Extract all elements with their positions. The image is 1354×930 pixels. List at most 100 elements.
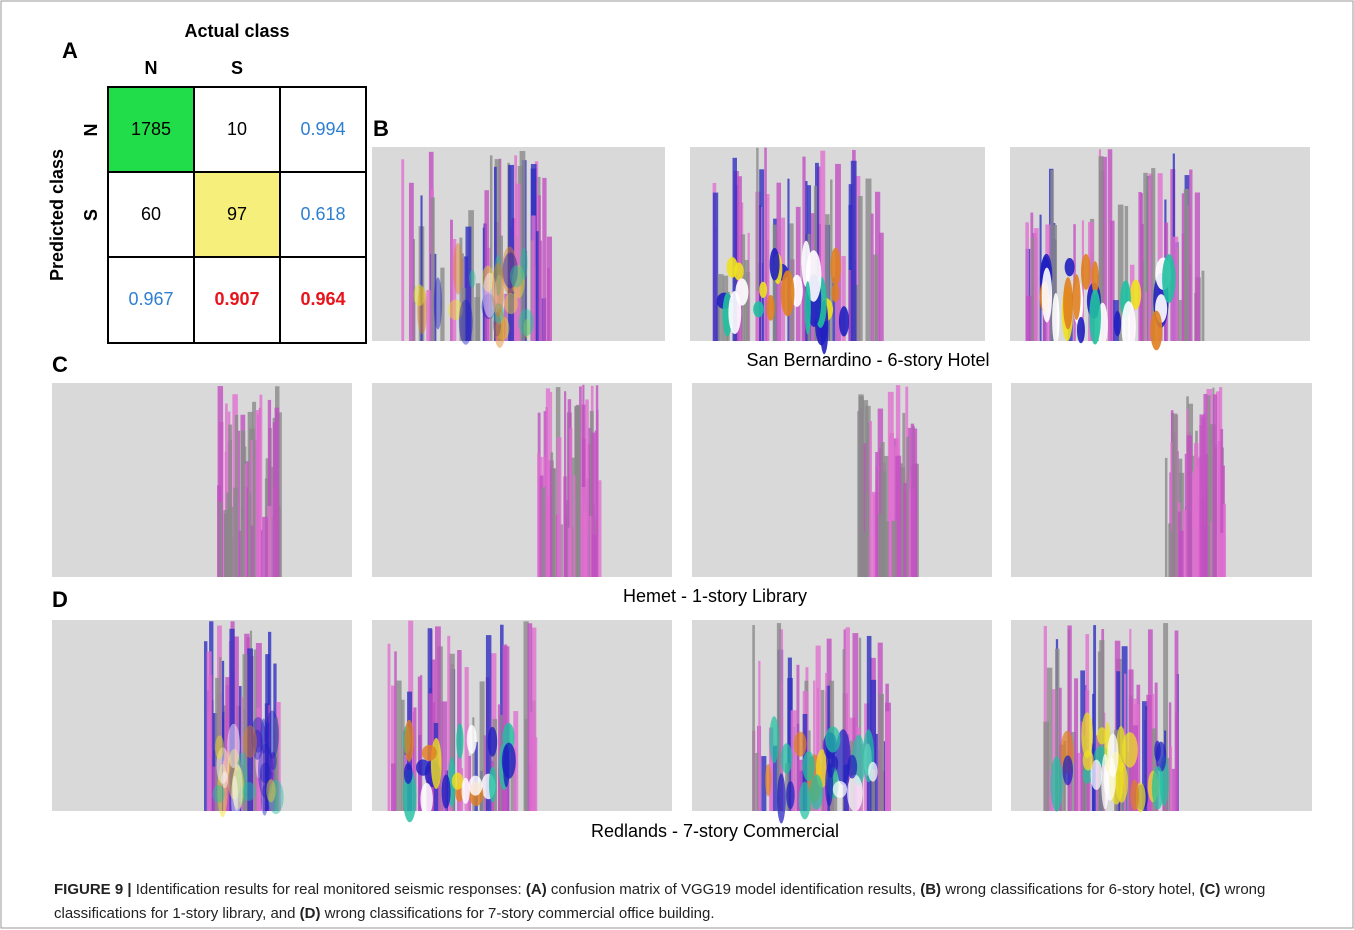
spectrogram-stripe xyxy=(492,719,498,811)
spectrogram-blob xyxy=(1162,254,1176,303)
spectrogram-stripe xyxy=(430,197,435,341)
spectrogram-stripe xyxy=(858,396,864,577)
spectrogram-blob xyxy=(793,731,807,757)
spectrogram-stripe xyxy=(1215,391,1221,577)
spectrogram-stripe xyxy=(585,399,589,577)
spectrogram-stripe xyxy=(820,150,826,341)
spectrogram-stripe xyxy=(1110,220,1115,341)
spectrogram-stripe xyxy=(1141,261,1145,341)
spectrogram-stripe xyxy=(1138,191,1142,341)
spectrogram-blob xyxy=(1062,755,1074,786)
spectrogram-blob xyxy=(1121,732,1138,768)
spectrogram-blob xyxy=(221,771,229,789)
spectrogram-blob xyxy=(413,284,426,307)
spectrogram-stripe xyxy=(259,530,263,577)
spectrogram-blob xyxy=(466,724,477,754)
spectrogram-blob xyxy=(493,312,502,337)
spectrogram-blob xyxy=(252,729,263,760)
spectrogram-stripe xyxy=(752,625,755,811)
spectrogram-blob xyxy=(777,773,786,824)
caption-text: (B) xyxy=(920,881,942,898)
spectrogram-blob xyxy=(511,265,525,299)
spectrogram-blob xyxy=(802,751,815,782)
spectrogram-stripe xyxy=(248,493,252,577)
spectrogram-stripe xyxy=(387,643,391,811)
spectrogram-stripe xyxy=(542,177,547,341)
spectrogram-blob xyxy=(832,780,848,798)
spectrogram-stripe xyxy=(879,232,884,341)
spectrogram-stripe xyxy=(484,190,489,341)
spectrogram-blob xyxy=(1052,292,1060,346)
spectrogram-stripe xyxy=(276,724,279,811)
spectrogram-stripe xyxy=(401,159,405,341)
spectrogram-stripe xyxy=(884,455,890,577)
spectrogram-stripe xyxy=(461,288,468,341)
spectrogram-stripe xyxy=(546,236,553,341)
spectrogram-blob xyxy=(1116,725,1126,772)
spectrogram-stripe xyxy=(595,480,602,577)
spectrogram-blob xyxy=(420,782,433,816)
spectrogram-stripe xyxy=(411,711,414,811)
spectrogram-stripe xyxy=(426,290,431,341)
spectrogram-stripe xyxy=(1191,477,1198,577)
spectrogram-blob xyxy=(421,744,437,761)
spectrogram-stripe xyxy=(564,391,567,577)
caption-text: wrong classifications for 6-story hotel, xyxy=(941,881,1200,898)
spectrogram-stripe xyxy=(203,641,208,811)
spectrogram-blob xyxy=(1072,274,1081,320)
spectrogram-blob xyxy=(232,763,243,813)
spectrogram-stripe xyxy=(887,513,893,577)
spectrogram-stripe xyxy=(1178,299,1184,341)
spectrogram-stripe xyxy=(1050,169,1054,341)
spectrogram-stripe xyxy=(1195,466,1200,577)
spectrogram-blob xyxy=(1076,316,1085,344)
spectrogram-stripe xyxy=(797,759,803,811)
spectrogram-stripe xyxy=(869,769,876,811)
spectrogram-stripe xyxy=(769,728,774,811)
spectrogram-stripe xyxy=(269,753,275,811)
spectrogram-blob xyxy=(733,262,744,281)
spectrogram-stripe xyxy=(241,696,244,811)
spectrogram-stripe xyxy=(274,407,280,577)
spectrogram-blob xyxy=(509,265,524,288)
spectrogram-stripe xyxy=(861,443,868,577)
spectrogram-blob xyxy=(1041,267,1053,323)
spectrogram-stripe xyxy=(1171,768,1175,811)
spectrogram-blob xyxy=(780,743,793,774)
cell-value: 0.964 xyxy=(300,289,345,309)
spectrogram-stripe xyxy=(1088,221,1094,341)
cell-value: 60 xyxy=(141,204,161,224)
spectrogram-stripe xyxy=(1098,156,1104,341)
spectrogram-blob xyxy=(231,775,238,823)
spectrogram-stripe xyxy=(1144,291,1148,341)
spectrogram-stripe xyxy=(531,215,536,341)
matrix-grid xyxy=(107,86,367,344)
cell-highlight xyxy=(108,87,194,172)
spectrogram-stripe xyxy=(841,256,846,341)
spectrogram-stripe xyxy=(1046,667,1053,811)
spectrogram-stripe xyxy=(270,466,275,577)
spectrogram-blob xyxy=(769,247,780,281)
spectrogram-blob xyxy=(257,743,274,799)
spectrogram-blob xyxy=(482,272,497,318)
spectrogram-stripe xyxy=(1126,751,1130,811)
spectrogram-blob xyxy=(491,262,505,318)
spectrogram-stripe xyxy=(1201,270,1205,341)
spectrogram-stripe xyxy=(870,213,874,341)
spectrogram xyxy=(52,383,352,577)
figure-caption: FIGURE 9 | Identification results for re… xyxy=(54,878,1314,926)
spectrogram-blob xyxy=(523,318,531,338)
spectrogram-stripe xyxy=(761,756,767,811)
spectrogram-stripe xyxy=(541,487,546,577)
spectrogram-blob xyxy=(1121,301,1136,353)
spectrogram-stripe xyxy=(869,421,872,577)
spectrogram-stripe xyxy=(1043,625,1047,811)
spectrogram-stripe xyxy=(237,430,241,577)
spectrogram-stripe xyxy=(238,686,242,811)
spectrogram-stripe xyxy=(493,166,497,341)
spectrogram-stripe xyxy=(524,718,528,811)
spectrogram-stripe xyxy=(497,235,504,341)
spectrogram-blob xyxy=(417,286,428,335)
spectrogram-blob xyxy=(265,710,279,759)
spectrogram-blob xyxy=(251,716,266,753)
